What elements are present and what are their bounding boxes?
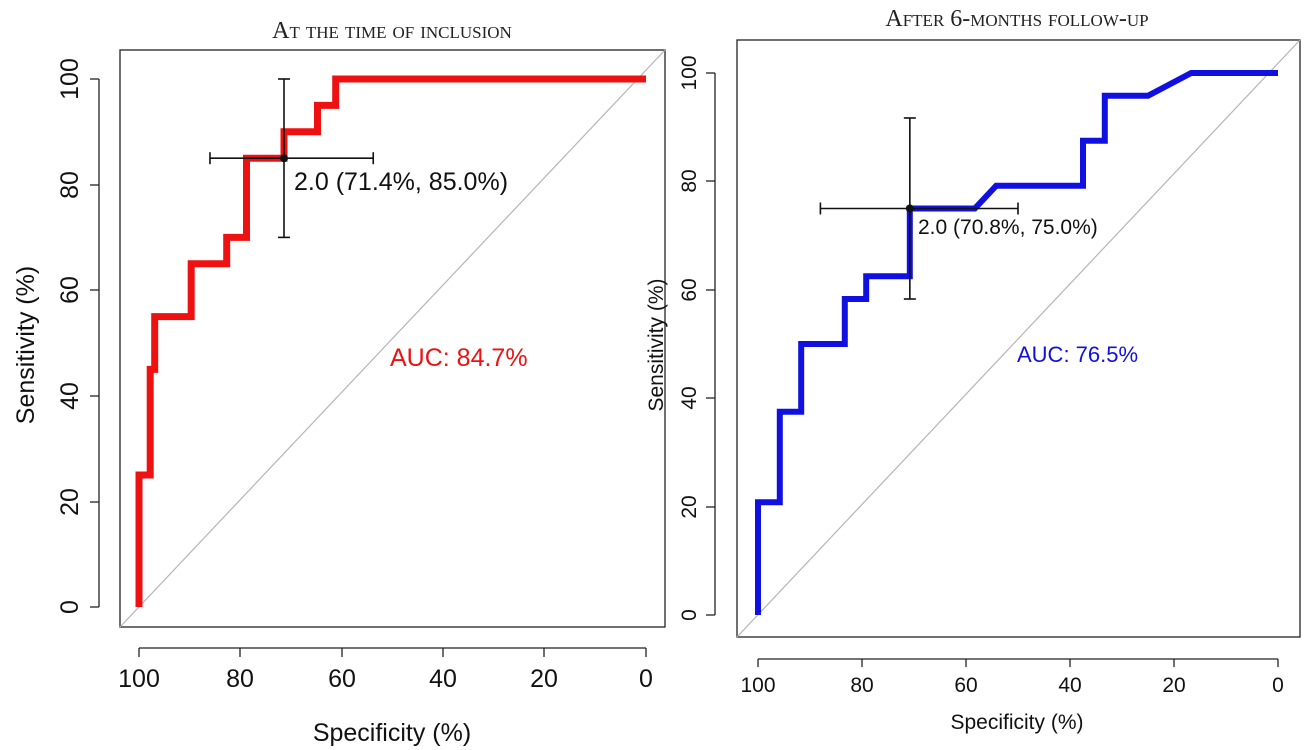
x-tick-label: 60 xyxy=(954,674,977,697)
x-tick-label: 80 xyxy=(226,665,254,693)
plot-frame xyxy=(736,39,1301,638)
x-axis-label: Specificity (%) xyxy=(950,711,1083,734)
y-tick-label: 100 xyxy=(678,55,701,90)
chart-title: After 6-months follow-up xyxy=(885,6,1148,32)
x-tick-label: 0 xyxy=(1272,674,1284,697)
x-axis: 100 80 60 40 20 0 xyxy=(118,648,653,693)
threshold-point xyxy=(905,204,914,213)
x-axis: 100 80 60 40 20 0 xyxy=(740,659,1284,697)
plot-frame xyxy=(119,49,666,628)
reference-diagonal xyxy=(736,39,1301,638)
x-tick-label: 100 xyxy=(118,665,160,693)
y-tick-label: 40 xyxy=(678,386,701,409)
x-axis-label: Specificity (%) xyxy=(313,719,471,747)
x-tick-label: 40 xyxy=(1058,674,1081,697)
y-axis: 0 20 40 60 80 100 xyxy=(678,55,715,621)
y-tick-label: 20 xyxy=(56,488,84,516)
threshold-point xyxy=(280,154,289,163)
y-axis-label: Sensitivity (%) xyxy=(645,278,668,411)
y-tick-label: 80 xyxy=(56,171,84,199)
x-tick-label: 0 xyxy=(639,665,653,693)
auc-label: AUC: 76.5% xyxy=(1017,342,1138,367)
y-tick-label: 0 xyxy=(678,609,701,621)
y-axis: 0 20 40 60 80 100 xyxy=(56,58,99,614)
y-tick-label: 40 xyxy=(56,382,84,410)
auc-label: AUC: 84.7% xyxy=(390,344,528,372)
x-tick-label: 20 xyxy=(1162,674,1185,697)
roc-panel-inclusion: At the time of inclusion 2.0 (71.4%, 85.… xyxy=(12,18,666,747)
x-tick-label: 20 xyxy=(530,665,558,693)
reference-diagonal xyxy=(119,49,666,628)
chart-title: At the time of inclusion xyxy=(272,18,512,44)
x-tick-label: 80 xyxy=(850,674,873,697)
y-tick-label: 80 xyxy=(678,169,701,192)
threshold-label: 2.0 (71.4%, 85.0%) xyxy=(294,168,508,196)
y-tick-label: 60 xyxy=(56,276,84,304)
roc-curve xyxy=(135,75,646,607)
threshold-label: 2.0 (70.8%, 75.0%) xyxy=(918,216,1098,239)
y-tick-label: 60 xyxy=(678,278,701,301)
y-axis-label: Sensitivity (%) xyxy=(12,266,40,424)
x-tick-label: 60 xyxy=(328,665,356,693)
roc-panel-followup: After 6-months follow-up 2.0 (70.8%, 75.… xyxy=(645,6,1301,734)
y-tick-label: 20 xyxy=(678,495,701,518)
y-tick-label: 100 xyxy=(56,58,84,100)
y-tick-label: 0 xyxy=(56,600,84,614)
x-tick-label: 100 xyxy=(740,674,775,697)
x-tick-label: 40 xyxy=(429,665,457,693)
